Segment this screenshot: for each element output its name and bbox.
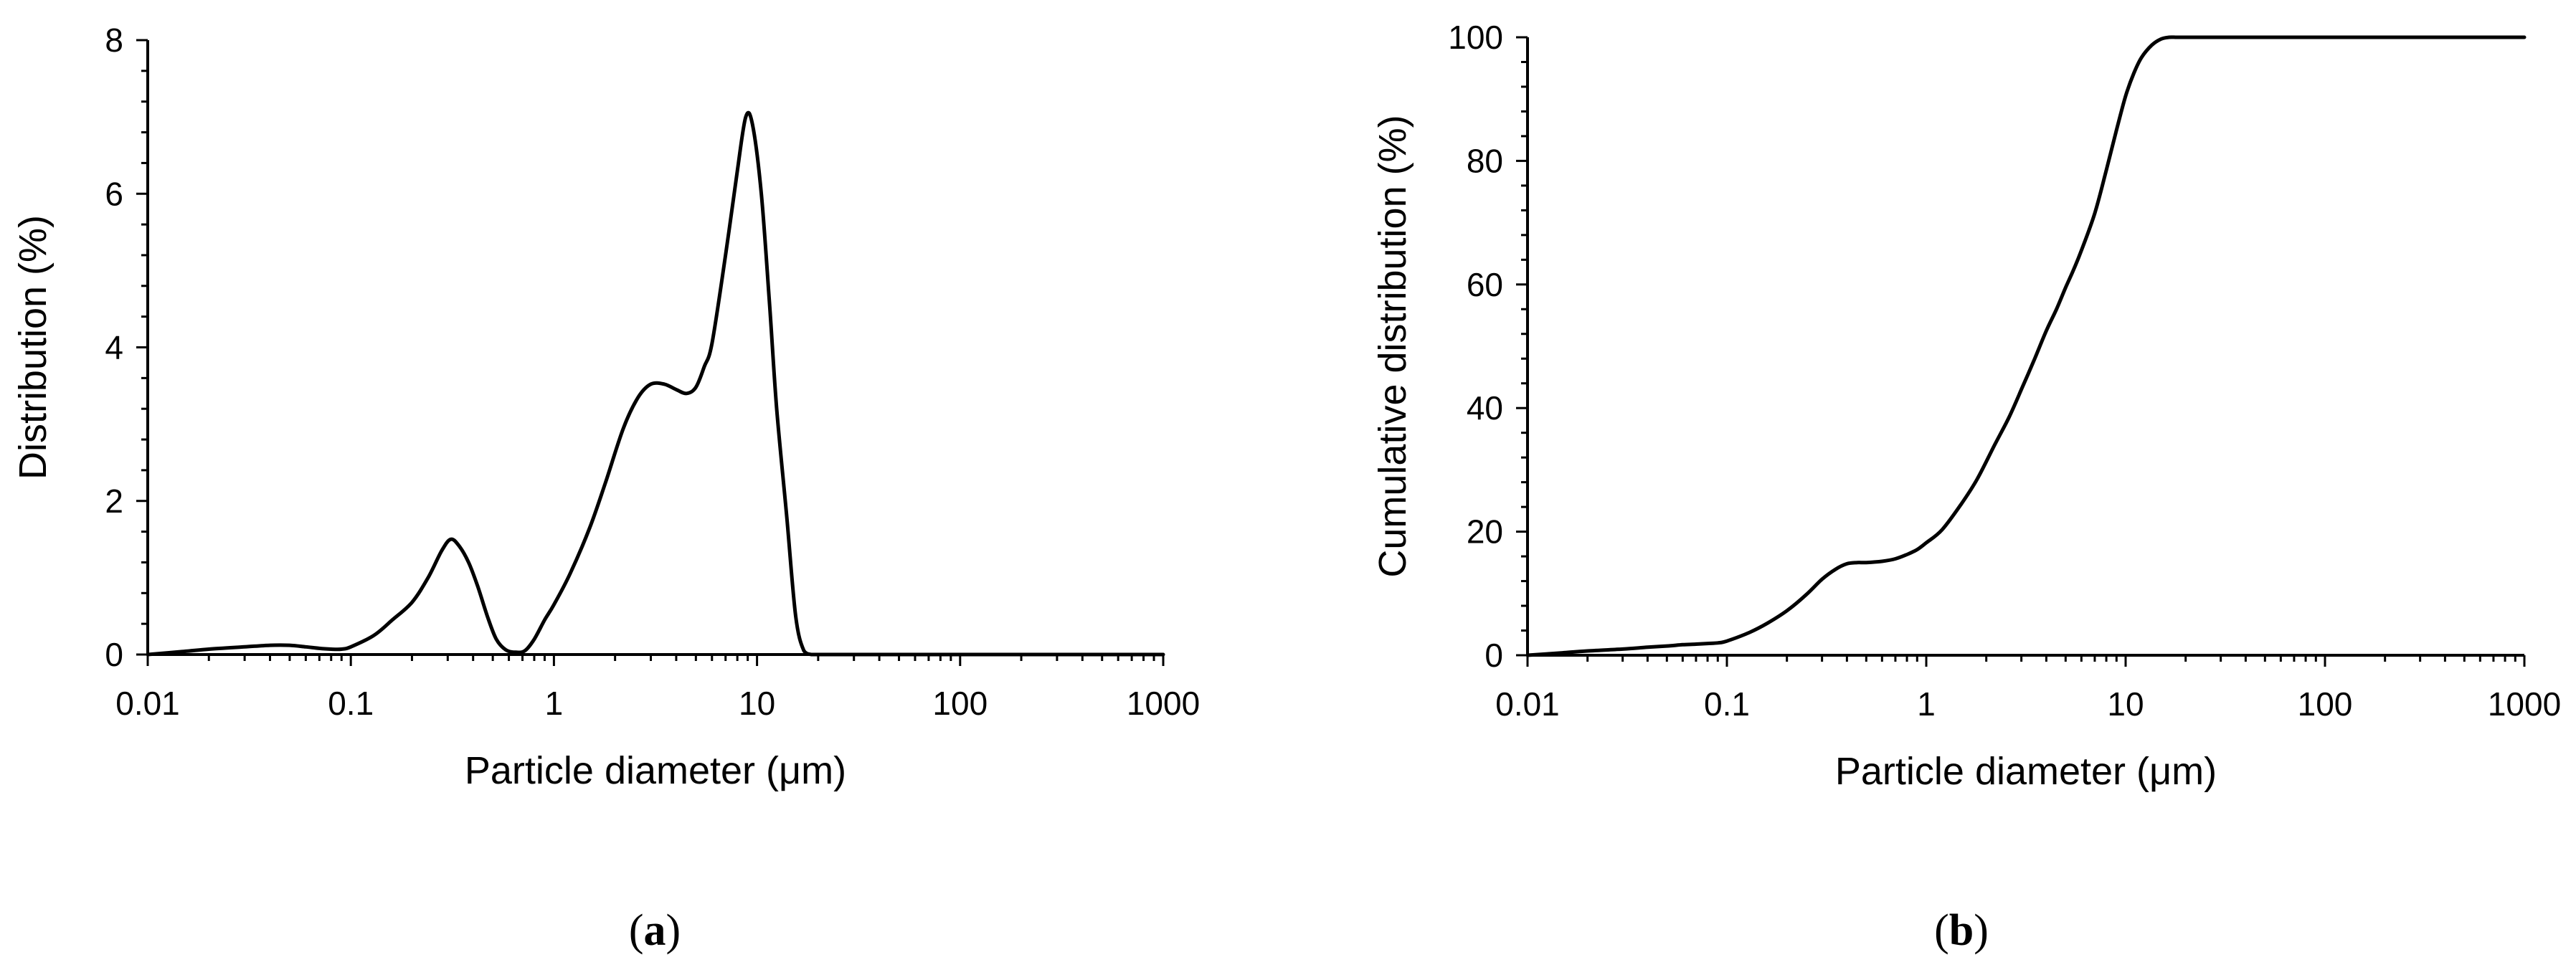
panel-a-y-tick-label: 4 (105, 329, 123, 366)
panel-a-x-tick-label: 0.1 (328, 685, 374, 722)
panel-b-x-tick-label: 1000 (2488, 685, 2561, 723)
panel-b-y-axis-title: Cumulative distribution (%) (1371, 115, 1414, 577)
panel-b-label-letter: b (1949, 906, 1974, 955)
panel-a-x-tick-label: 0.01 (115, 685, 180, 722)
panel-b-x-tick-label: 1 (1917, 685, 1936, 723)
chart-panel-b: 0.01 0.1 1 10 100 1000 0 20 40 60 80 100 Particle … (1371, 19, 2561, 955)
panel-a-y-axis-title: Distribution (%) (11, 215, 55, 480)
panel-a-label-letter: a (644, 906, 666, 955)
panel-b-x-ticks: 0.01 0.1 1 10 100 1000 (1495, 655, 2561, 723)
panel-b-x-tick-label: 0.01 (1495, 685, 1560, 723)
panel-a-x-tick-label: 10 (739, 685, 775, 722)
panel-a-label-open-paren: ( (629, 906, 644, 955)
panel-a-y-tick-label: 2 (105, 482, 123, 520)
panel-a-x-tick-label: 100 (932, 685, 988, 722)
panel-a-axes (146, 40, 1163, 656)
panel-b-y-tick-label: 60 (1467, 266, 1503, 303)
panel-b-y-tick-label: 20 (1467, 513, 1503, 551)
panel-a-label: (a) (629, 906, 681, 955)
panel-b-y-ticks: 0 20 40 60 80 100 (1448, 19, 1528, 674)
panel-a-x-ticks: 0.01 0.1 1 10 100 1000 (115, 655, 1200, 722)
panel-a-y-tick-label: 8 (105, 22, 123, 59)
panel-a-x-axis-title: Particle diameter (μm) (465, 749, 846, 792)
panel-a-series-line (146, 110, 1165, 657)
panel-b-series-line (1525, 35, 2527, 657)
panel-b-x-axis-title: Particle diameter (μm) (1835, 750, 2217, 793)
panel-b-y-tick-label: 100 (1448, 19, 1503, 56)
panel-b-label-close-paren: ) (1974, 906, 1989, 955)
panel-b-x-tick-label: 10 (2107, 685, 2144, 723)
panel-a-y-tick-label: 0 (105, 636, 123, 673)
panel-a-label-close-paren: ) (666, 906, 681, 955)
panel-b-axes (1526, 37, 2524, 657)
panel-b-label-open-paren: ( (1934, 906, 1949, 955)
panel-b-y-tick-label: 40 (1467, 389, 1503, 427)
panel-a-y-tick-label: 6 (105, 175, 123, 212)
panel-a-x-tick-label: 1000 (1127, 685, 1200, 722)
panel-a-y-ticks: 0 2 4 6 8 (105, 22, 148, 673)
panel-b-y-tick-label: 80 (1467, 142, 1503, 179)
panel-b-x-tick-label: 100 (2298, 685, 2353, 723)
panel-a-x-tick-label: 1 (545, 685, 564, 722)
chart-panel-a: 0.01 0.1 1 10 100 1000 0 2 4 6 8 Particle diamete… (11, 22, 1200, 955)
panel-b-x-tick-label: 0.1 (1704, 685, 1750, 723)
panel-b-y-tick-label: 0 (1484, 637, 1503, 674)
panel-b-label: (b) (1934, 906, 1989, 955)
